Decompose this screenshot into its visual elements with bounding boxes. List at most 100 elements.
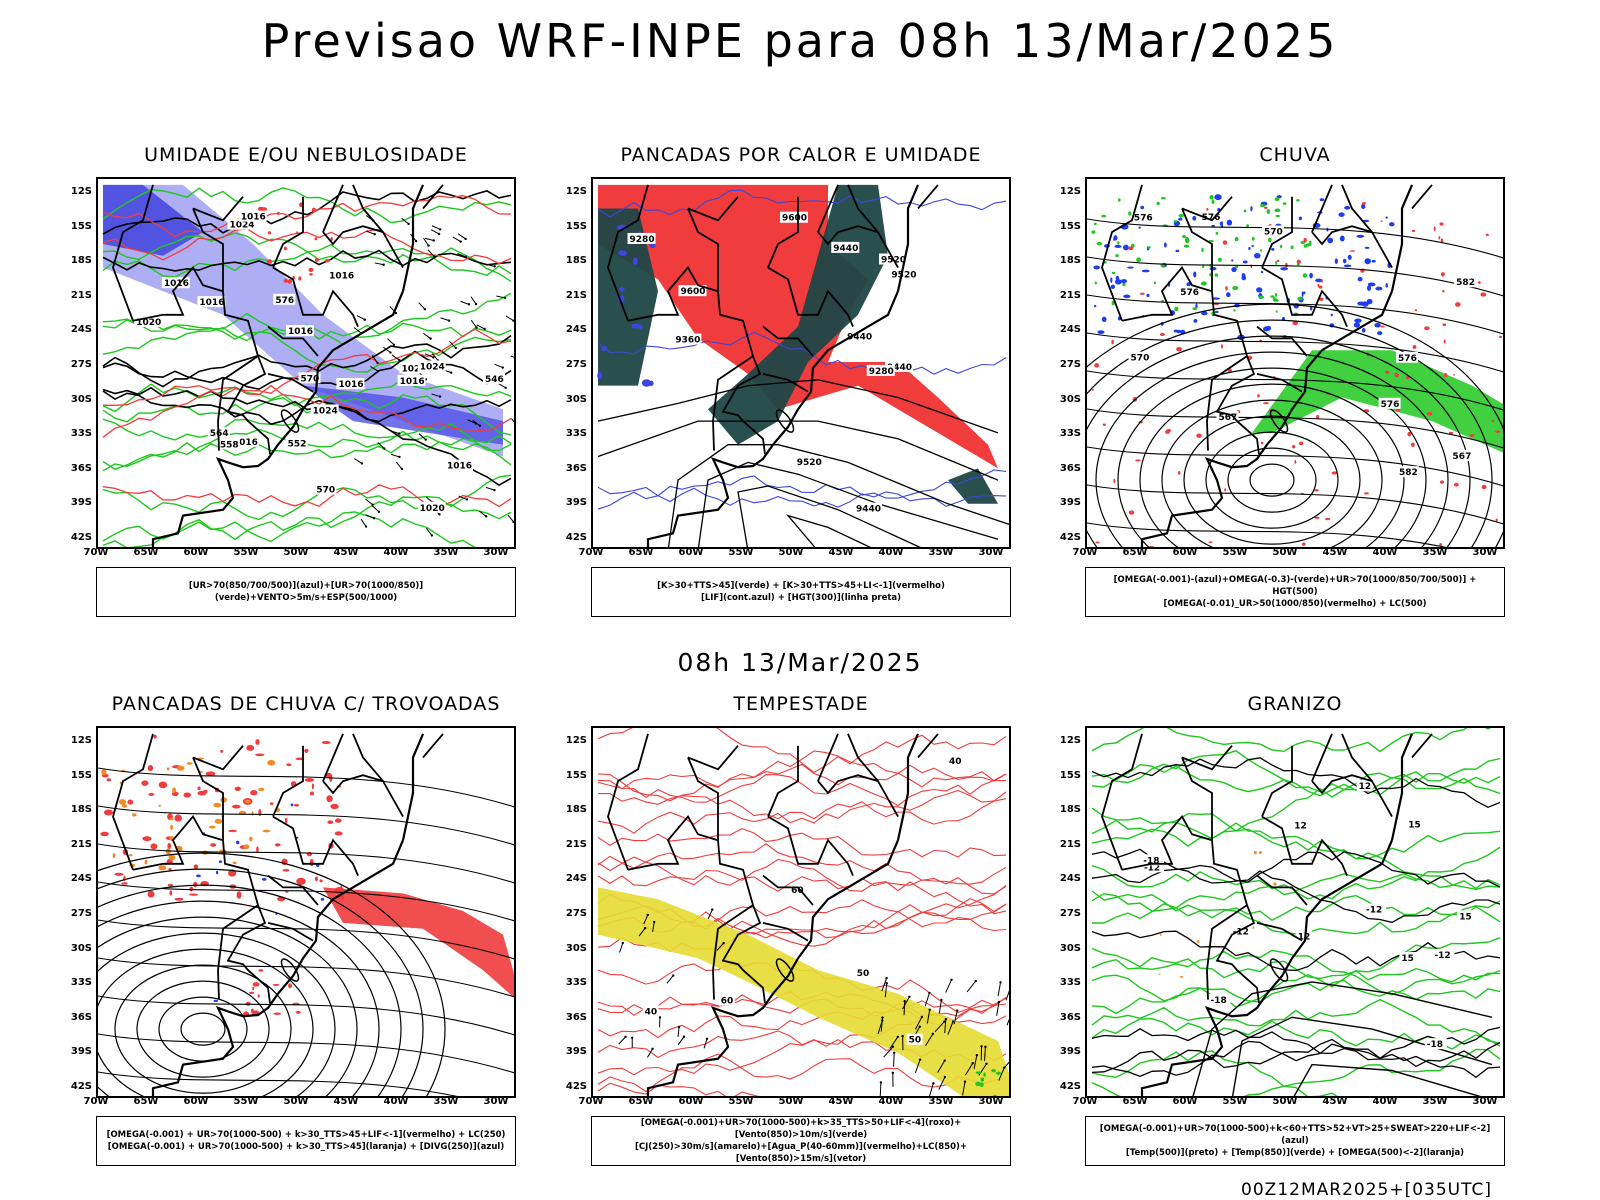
border-line	[352, 184, 384, 233]
border-line	[322, 733, 344, 782]
contour-label: 546	[485, 375, 504, 385]
coastline	[1390, 184, 1414, 292]
instability-green-area	[948, 468, 998, 504]
wind-vector-head	[885, 982, 888, 985]
hgt300-contour-line	[737, 485, 921, 547]
border-line	[627, 815, 719, 871]
latitude-tick-label: 36S	[70, 1011, 92, 1023]
wind-vector	[996, 1001, 1000, 1016]
storm-red-area-cell	[100, 831, 109, 837]
border-line	[322, 225, 404, 269]
longitude-tick-label: 40W	[383, 1096, 409, 1107]
latitude-tick-label: 33S	[70, 977, 92, 989]
contour-label-bg	[285, 325, 314, 337]
wind-green-area-cell	[975, 1081, 981, 1087]
panel-legend: [K>30+TTS>45](verde) + [K>30+TTS>45+LI<-…	[591, 567, 1011, 617]
longitude-tick-label: 50W	[1272, 547, 1298, 558]
wind-vector-head	[920, 1015, 924, 1019]
latitude-tick-label: 18S	[565, 255, 587, 267]
longitude-tick-label: 60W	[183, 547, 209, 558]
omega-blue-area-cell	[1375, 286, 1383, 291]
storm-red-area-cell	[103, 809, 114, 816]
contour-label: 1020	[420, 504, 445, 514]
wind-vector-head	[932, 1082, 935, 1085]
omega-blue-area-cell	[1366, 298, 1373, 305]
precip-water-contour-line	[597, 996, 1007, 1039]
omega-blue-area-cell	[1361, 203, 1366, 210]
omega-green-area-cell	[1200, 281, 1207, 286]
temp500-contour	[1091, 757, 1501, 1079]
wind-vector-head	[918, 1025, 921, 1028]
border-line	[352, 733, 384, 782]
border-line	[687, 208, 719, 292]
thickness-marks-cell	[298, 276, 302, 281]
border-line	[917, 733, 939, 759]
storm-red-area-cell	[321, 740, 331, 745]
omega-blue-area-cell	[1385, 216, 1388, 219]
divergence-blue	[196, 803, 325, 1003]
wind-vector	[929, 1083, 934, 1096]
omega-red-area-cell	[1317, 283, 1320, 288]
contour-label-bg	[854, 967, 871, 979]
contour-label-bg	[197, 296, 226, 308]
longitude-tick-label: 70W	[578, 1096, 604, 1107]
panel-title: PANCADAS DE CHUVA C/ TROVOADAS	[111, 693, 501, 715]
longitude-tick-label: 55W	[1222, 547, 1248, 558]
contour-label-bg	[1378, 397, 1401, 409]
omega-green-area-cell	[1232, 285, 1239, 291]
legend-line: [OMEGA(-0.001) + UR>70(1000-500) + k>30_…	[107, 1142, 505, 1152]
wind-vector-head	[363, 318, 367, 321]
streamline-line	[1087, 335, 1471, 547]
contour-labels: 60 60 50 50 40 40	[642, 755, 964, 1046]
omega-red-area-cell	[1257, 394, 1260, 398]
wind-vector-head	[394, 311, 398, 315]
lif-contour-cell	[597, 371, 603, 380]
latitude-tick-label: 42S	[70, 532, 92, 543]
contour-label: 9520	[891, 270, 916, 280]
coastline	[1140, 290, 1394, 547]
storm-red-area-cell	[330, 803, 339, 810]
omega-red-area-cell	[1113, 478, 1116, 484]
latitude-tick-label: 15S	[1059, 220, 1081, 232]
wind-vector	[470, 296, 477, 305]
contour-label-bg	[1208, 993, 1231, 1005]
wind-vector	[391, 354, 400, 361]
legend-line: [OMEGA(-0.001)+UR>70(1000-500)+k<60+TTS>…	[1099, 1124, 1491, 1146]
streamline-line	[158, 996, 248, 1062]
omega-red-area-cell	[1442, 323, 1447, 327]
wind-vector	[505, 315, 514, 322]
latitude-tick-label: 18S	[1059, 804, 1081, 816]
temp850-contour-line	[1091, 807, 1501, 860]
contour-label: 1016	[233, 438, 258, 448]
streamline-line	[98, 805, 514, 846]
storm-orange-area-cell	[262, 829, 271, 833]
border-line	[112, 733, 154, 871]
omega-blue-area-cell	[1251, 244, 1255, 248]
wind-vector	[401, 217, 409, 225]
temp850-contour-line	[1091, 998, 1501, 1044]
omega-green-area-cell	[1096, 241, 1103, 246]
wind-vector-head	[651, 1047, 654, 1051]
omega-red-area-cell	[1318, 297, 1324, 301]
wind-vector-head	[943, 1020, 946, 1023]
omega-red-area-cell	[1324, 517, 1331, 521]
omega-green-area-cell	[1091, 230, 1096, 234]
contour-label-bg	[161, 277, 190, 289]
contour-label: 1016	[199, 298, 224, 308]
contour-label-bg	[230, 435, 259, 447]
hgt300-contour	[597, 379, 1009, 547]
contour-label: 60	[791, 886, 804, 896]
streamline-line	[1087, 484, 1503, 525]
longitude-tick-label: 40W	[1372, 1096, 1398, 1107]
latitude-tick-label: 24S	[70, 324, 92, 336]
border-line	[767, 815, 854, 876]
omega-green-area-cell	[1128, 211, 1132, 216]
omega-green-area-cell	[1101, 214, 1107, 218]
contour-label: 576	[1381, 400, 1400, 410]
omega-red-area-cell	[1318, 285, 1323, 289]
border-line	[112, 184, 154, 322]
omega-blue-area-cell	[1192, 215, 1197, 221]
wind-vector	[926, 1009, 931, 1024]
latitude-tick-label: 39S	[70, 497, 92, 509]
omega500-orange-cell	[1158, 973, 1161, 975]
